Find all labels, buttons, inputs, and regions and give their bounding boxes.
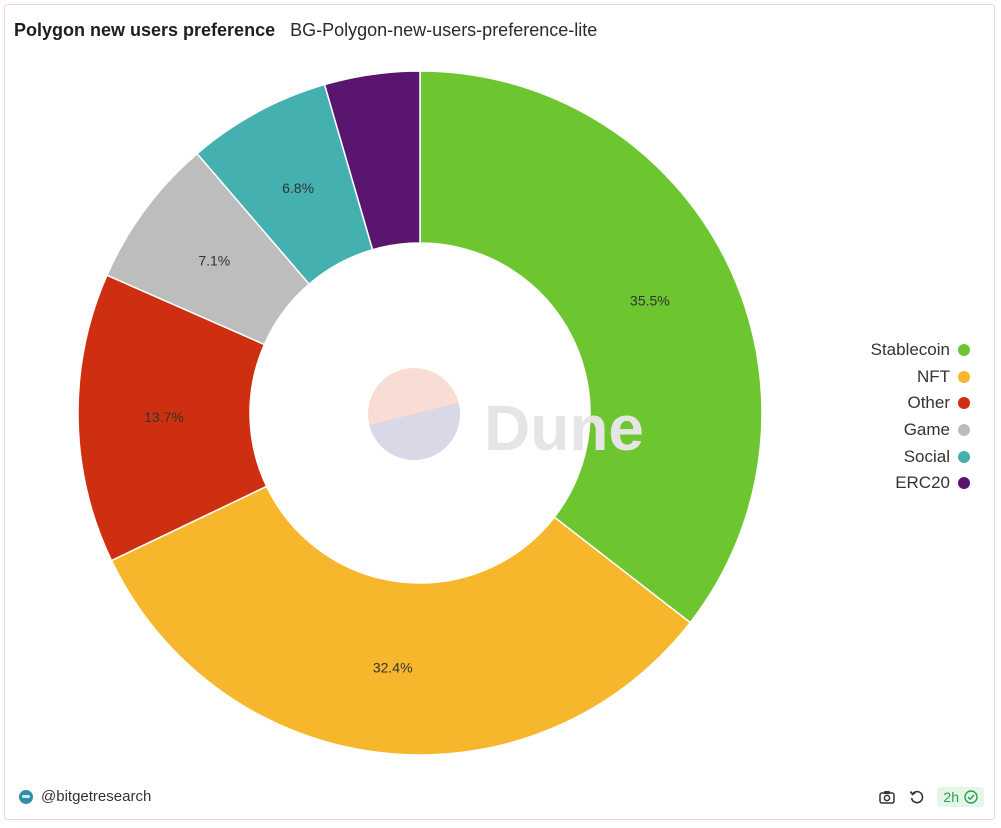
slice-erc20[interactable] [323,70,421,251]
chart-header: Polygon new users preference BG-Polygon-… [14,20,597,41]
legend-swatch [958,344,970,357]
legend-item-other[interactable]: Other [871,390,970,417]
refresh-icon[interactable] [907,787,927,807]
slice-label-game: 7.1% [198,253,230,269]
check-circle-icon [964,790,978,804]
slice-stablecoin[interactable] [419,70,763,624]
legend-swatch [958,370,970,383]
author-handle[interactable]: @bitgetresearch [41,788,152,805]
dune-logo-shade [369,402,460,460]
chart-card: Polygon new users preference BG-Polygon-… [4,4,995,820]
donut-chart: Dune 35.5% 32.4% 13.7% 7.1% 6.8% [77,70,763,756]
legend-label: Other [907,393,950,413]
legend-item-stablecoin[interactable]: Stablecoin [871,337,970,364]
legend-item-game[interactable]: Game [871,417,970,444]
legend-label: Stablecoin [870,340,950,360]
author-badge[interactable]: @bitgetresearch [19,788,151,805]
legend-item-social[interactable]: Social [871,443,970,470]
chart-slices [77,70,763,756]
slice-label-nft: 32.4% [373,660,413,676]
slice-label-other: 13.7% [144,409,184,425]
watermark-text: Dune [484,392,644,464]
slice-label-social: 6.8% [282,180,314,196]
slice-labels: 35.5% 32.4% 13.7% 7.1% 6.8% [144,180,670,676]
refresh-age: 2h [943,789,959,805]
refresh-status-badge[interactable]: 2h [937,787,984,807]
footer-actions: 2h [877,787,984,807]
legend-label: NFT [916,366,950,386]
slice-label-stablecoin: 35.5% [630,292,670,308]
legend-label: Social [903,446,950,466]
author-avatar [19,789,33,804]
legend-swatch [958,397,970,410]
slice-other[interactable] [77,274,268,562]
dune-watermark: Dune [368,368,644,464]
chart-legend: Stablecoin NFT Other Game Social ERC20 [871,337,970,497]
legend-swatch [958,424,970,437]
legend-swatch [958,477,970,490]
legend-label: ERC20 [895,473,950,493]
slice-nft[interactable] [110,485,692,756]
legend-swatch [958,450,970,463]
legend-label: Game [903,420,950,440]
legend-item-erc20[interactable]: ERC20 [871,470,970,497]
query-name: BG-Polygon-new-users-preference-lite [290,20,598,40]
legend-item-nft[interactable]: NFT [871,364,970,391]
chart-title: Polygon new users preference [14,20,276,40]
camera-icon[interactable] [877,787,897,807]
